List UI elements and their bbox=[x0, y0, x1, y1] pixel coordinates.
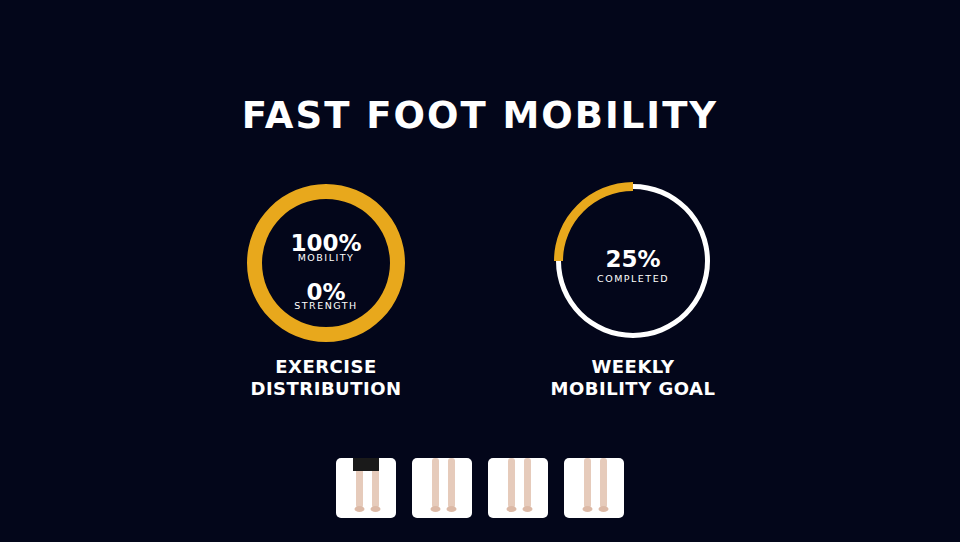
shorts-shape bbox=[353, 458, 379, 471]
thumbnail-frame bbox=[412, 458, 472, 518]
chart-pie: 100%MOBILITY0%STRENGTH bbox=[247, 184, 405, 342]
chart-gauge: 25%COMPLETED bbox=[554, 182, 710, 338]
foot-shape bbox=[431, 506, 441, 512]
background bbox=[0, 0, 960, 542]
leg-shape bbox=[448, 458, 455, 508]
page-title: FAST FOOT MOBILITY bbox=[242, 94, 718, 137]
foot-shape bbox=[355, 506, 365, 512]
pie-slice bbox=[247, 184, 405, 342]
category-label: COMPLETED bbox=[597, 273, 669, 284]
foot-shape bbox=[583, 506, 593, 512]
thumbnail[interactable] bbox=[564, 458, 624, 518]
foot-shape bbox=[447, 506, 457, 512]
leg-shape bbox=[600, 458, 607, 508]
thumbnail[interactable] bbox=[488, 458, 548, 518]
category-label: STRENGTH bbox=[294, 300, 358, 311]
category-label: MOBILITY bbox=[298, 252, 355, 263]
thumbnail-frame bbox=[488, 458, 548, 518]
thumbnail-frame bbox=[336, 458, 396, 518]
infographic: FAST FOOT MOBILITY 100%MOBILITY0%STRENGTH… bbox=[0, 0, 960, 542]
thumbnail[interactable] bbox=[412, 458, 472, 518]
leg-shape bbox=[584, 458, 591, 508]
data-label: 25% bbox=[605, 246, 660, 272]
chart-title: WEEKLYMOBILITY GOAL bbox=[551, 356, 716, 399]
foot-shape bbox=[599, 506, 609, 512]
leg-shape bbox=[432, 458, 439, 508]
chart-title: EXERCISEDISTRIBUTION bbox=[250, 356, 401, 399]
foot-shape bbox=[507, 506, 517, 512]
leg-shape bbox=[524, 458, 531, 508]
thumbnail-frame bbox=[564, 458, 624, 518]
pie-slice bbox=[326, 184, 327, 199]
foot-shape bbox=[523, 506, 533, 512]
leg-shape bbox=[508, 458, 515, 508]
foot-shape bbox=[371, 506, 381, 512]
thumbnail[interactable] bbox=[336, 458, 396, 518]
